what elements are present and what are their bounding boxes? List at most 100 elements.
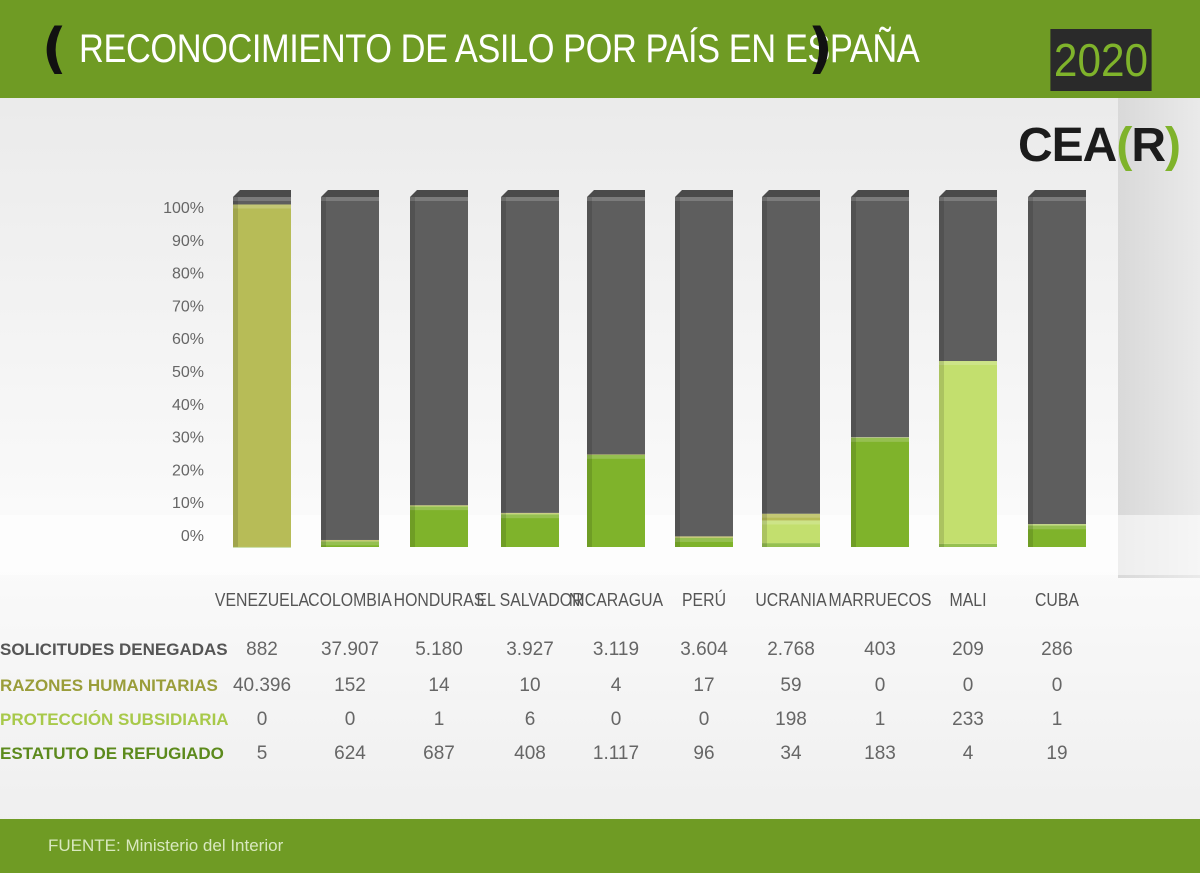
bar-segment-highlight [851, 437, 909, 438]
bar-segment-highlight [762, 520, 820, 525]
category-label: VENEZUELA [214, 590, 310, 610]
bar-per [675, 190, 733, 547]
table-cell: 19 [1046, 743, 1068, 764]
bar-side-shade [410, 197, 415, 547]
table-cell: 34 [780, 743, 802, 764]
bar-top-cap [762, 190, 820, 197]
y-tick-label: 60% [172, 331, 204, 348]
bar-segment-solicitudes-denegadas [851, 197, 909, 438]
table-cell: 40.396 [232, 675, 292, 696]
bar-elsalvador [501, 190, 559, 547]
year-badge: 2020 [1050, 29, 1152, 91]
table-cell: 3.604 [680, 639, 728, 660]
table-row-label: RAZONES HUMANITARIAS [0, 676, 218, 695]
bar-segment-highlight [233, 546, 291, 548]
header-bar [0, 0, 1200, 98]
table-cell: 1 [1051, 709, 1063, 730]
bar-segment-solicitudes-denegadas [675, 197, 733, 537]
bar-segment-highlight [1028, 197, 1086, 201]
bar-segment-highlight [587, 454, 645, 459]
table-cell: 59 [780, 675, 802, 696]
bar-side-shade [587, 197, 592, 547]
bar-nicaragua [587, 190, 645, 547]
bar-segment-highlight [501, 513, 559, 515]
bar-side-shade [675, 197, 680, 547]
bar-segment-highlight [587, 454, 645, 455]
bar-segment-razones-humanitarias [501, 512, 559, 514]
bar-segment-razones-humanitarias [762, 513, 820, 521]
bar-segment-highlight [410, 505, 468, 507]
category-label: MARRUECOS [828, 590, 932, 610]
bar-segment-protecci-n-subsidiaria [851, 437, 909, 438]
bar-segment-estatuto-de-refugiado [851, 437, 909, 547]
bar-side-shade [939, 197, 944, 547]
bar-segment-protecci-n-subsidiaria [1028, 524, 1086, 526]
bar-segment-razones-humanitarias [587, 454, 645, 455]
backdrop-wall [1118, 98, 1200, 578]
bar-segment-highlight [762, 513, 820, 518]
bar-segment-estatuto-de-refugiado [1028, 525, 1086, 547]
title-bracket-right: ) [808, 17, 833, 80]
bar-segment-highlight [675, 537, 733, 542]
y-tick-label: 30% [172, 430, 204, 447]
bar-top-cap [1028, 190, 1086, 197]
bar-segment-protecci-n-subsidiaria [939, 361, 997, 544]
bar-segment-solicitudes-denegadas [587, 197, 645, 455]
bar-segment-solicitudes-denegadas [410, 197, 468, 506]
table-cell: 1.117 [592, 743, 640, 764]
category-label: NICARAGUA [568, 590, 664, 610]
bar-segment-highlight [762, 543, 820, 547]
bar-segment-highlight [501, 514, 559, 519]
bar-segment-estatuto-de-refugiado [233, 546, 291, 548]
bar-segment-razones-humanitarias [233, 204, 291, 547]
bar-segment-estatuto-de-refugiado [587, 454, 645, 547]
table-cell: 0 [610, 709, 622, 730]
table-cell: 5 [256, 743, 268, 764]
table-cell: 2.768 [767, 639, 815, 660]
bar-segment-estatuto-de-refugiado [939, 543, 997, 547]
bar-segment-highlight [501, 197, 559, 201]
bar-segment-estatuto-de-refugiado [501, 514, 559, 547]
table-cell: 0 [874, 675, 886, 696]
table-cell: 0 [344, 709, 356, 730]
category-label: HONDURAS [393, 590, 485, 610]
bar-segment-protecci-n-subsidiaria [762, 520, 820, 544]
bar-marruecos [851, 190, 909, 547]
bar-segment-highlight [501, 512, 559, 514]
bar-segment-highlight [1028, 525, 1086, 530]
bar-segment-estatuto-de-refugiado [762, 543, 820, 547]
bar-segment-highlight [939, 361, 997, 366]
bar-segment-estatuto-de-refugiado [675, 537, 733, 547]
bar-segment-highlight [410, 197, 468, 201]
y-tick-label: 50% [172, 364, 204, 381]
bar-ucrania [762, 190, 820, 547]
bar-top-cap [675, 190, 733, 197]
y-tick-label: 40% [172, 397, 204, 414]
table-cell: 209 [952, 639, 984, 660]
bar-honduras [410, 190, 468, 547]
bar-side-shade [851, 197, 856, 547]
table-cell: 0 [1051, 675, 1063, 696]
category-label: EL SALVADOR [476, 590, 584, 610]
bar-segment-solicitudes-denegadas [501, 197, 559, 513]
bar-top-cap [501, 190, 559, 197]
category-label: UCRANIA [755, 590, 827, 610]
table-cell: 14 [428, 675, 450, 696]
bar-segment-highlight [675, 536, 733, 538]
table-cell: 408 [514, 743, 546, 764]
table-cell: 233 [952, 709, 984, 730]
bar-segment-highlight [939, 197, 997, 201]
bar-segment-solicitudes-denegadas [233, 197, 291, 205]
logo-bracket-close: ) [1165, 119, 1181, 172]
table-cell: 198 [775, 709, 807, 730]
table-cell: 1 [874, 709, 886, 730]
table-row-label: SOLICITUDES DENEGADAS [0, 640, 228, 659]
bar-top-cap [851, 190, 909, 197]
bar-segment-highlight [233, 197, 291, 201]
table-cell: 0 [256, 709, 268, 730]
table-cell: 96 [693, 743, 715, 764]
bar-colombia [321, 190, 379, 547]
bar-segment-protecci-n-subsidiaria [501, 513, 559, 515]
bar-top-cap [939, 190, 997, 197]
